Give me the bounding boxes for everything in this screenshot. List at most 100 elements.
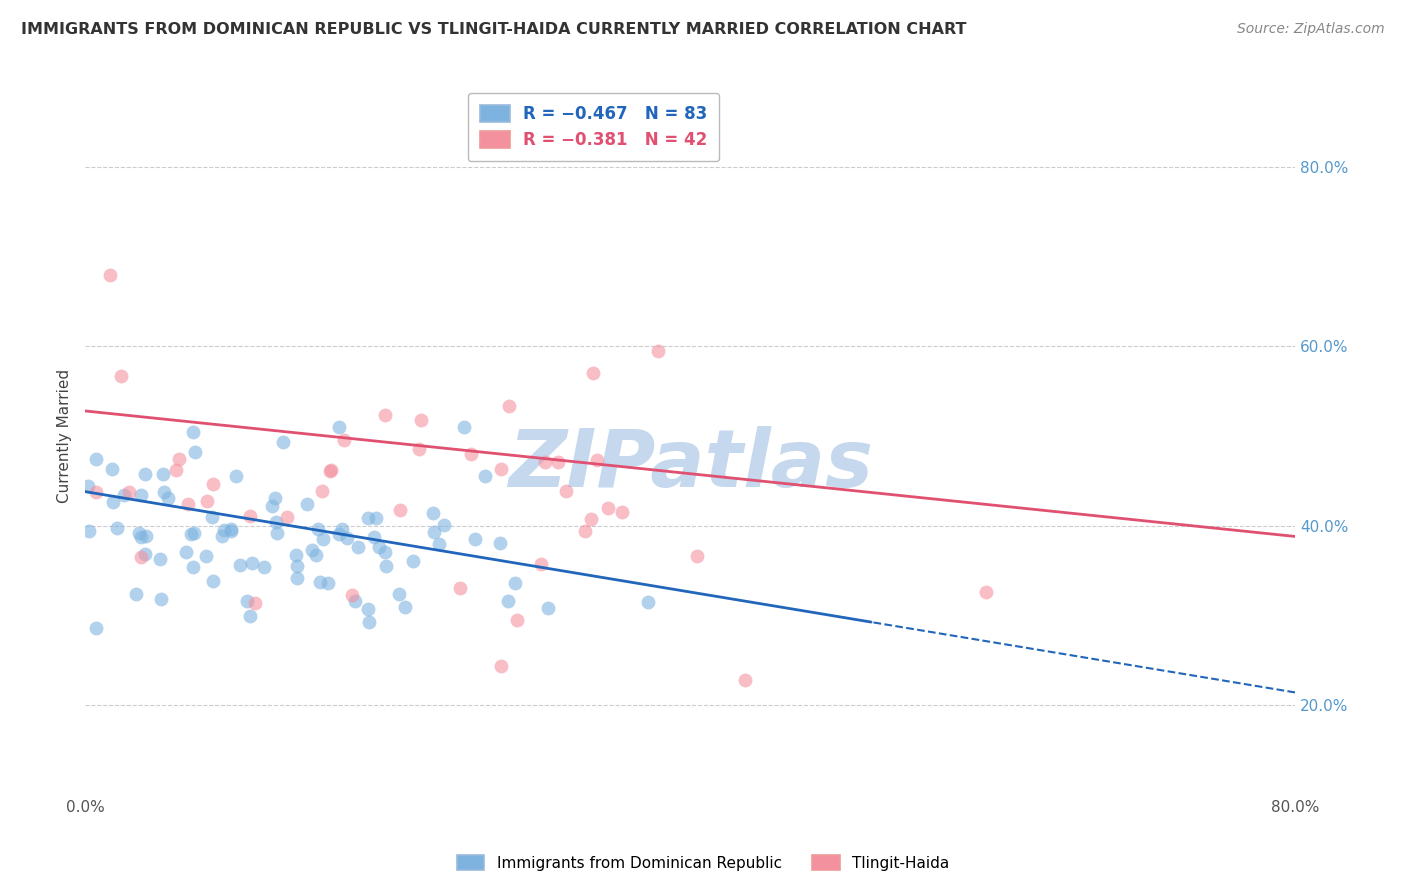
Point [308,574,330,589]
Point [243,596,266,610]
Point [330,522,353,536]
Point [308,522,330,536]
Point [402,554,425,568]
Point [228,558,250,572]
Point [637,595,659,609]
Point [129,550,152,565]
Point [686,549,709,563]
Point [582,366,605,380]
Point [409,413,432,427]
Point [211,528,233,542]
Point [319,463,342,477]
Text: ZIPatlas: ZIPatlas [508,425,873,504]
Point [125,587,148,601]
Point [364,510,387,524]
Point [264,515,287,529]
Point [374,545,396,559]
Point [221,524,243,538]
Point [328,527,350,541]
Point [98,268,121,283]
Point [422,506,444,520]
Point [647,343,669,358]
Point [179,527,201,541]
Text: IMMIGRANTS FROM DOMINICAN REPUBLIC VS TLINGIT-HAIDA CURRENTLY MARRIED CORRELATIO: IMMIGRANTS FROM DOMINICAN REPUBLIC VS TL… [21,22,966,37]
Point [101,462,124,476]
Point [530,558,553,572]
Point [110,368,132,383]
Point [297,497,319,511]
Point [394,599,416,614]
Point [305,548,328,562]
Point [344,594,367,608]
Point [498,400,520,414]
Point [505,575,527,590]
Point [368,540,391,554]
Point [427,537,450,551]
Point [240,556,263,570]
Point [183,560,205,574]
Y-axis label: Currently Married: Currently Married [58,369,72,503]
Point [183,526,205,541]
Point [135,529,157,543]
Point [181,425,204,440]
Point [219,522,242,536]
Point [586,452,609,467]
Point [432,518,454,533]
Point [449,581,471,595]
Point [596,501,619,516]
Point [84,621,107,635]
Point [333,434,356,448]
Point [328,419,350,434]
Point [165,463,187,477]
Point [112,488,135,502]
Point [157,491,180,505]
Point [152,467,174,482]
Point [134,467,156,482]
Point [491,659,513,673]
Point [533,454,555,468]
Point [177,497,200,511]
Point [547,455,569,469]
Point [312,533,335,547]
Point [194,549,217,563]
Point [496,593,519,607]
Point [374,559,396,574]
Point [225,468,247,483]
Point [77,479,100,493]
Point [574,524,596,538]
Point [266,526,288,541]
Point [149,552,172,566]
Point [537,600,560,615]
Point [84,485,107,500]
Point [86,451,108,466]
Point [389,503,412,517]
Point [174,545,197,559]
Point [319,464,342,478]
Point [340,588,363,602]
Point [357,601,380,615]
Point [167,452,190,467]
Point [152,484,174,499]
Point [374,408,396,422]
Point [184,445,207,459]
Point [129,488,152,502]
Point [276,510,298,524]
Point [488,536,510,550]
Point [212,523,235,537]
Point [423,524,446,539]
Point [363,530,385,544]
Point [101,495,124,509]
Point [489,461,512,475]
Point [263,491,285,505]
Point [195,494,218,508]
Point [202,476,225,491]
Point [285,571,308,585]
Point [201,509,224,524]
Point [134,547,156,561]
Point [408,442,430,457]
Point [236,594,259,608]
Point [128,525,150,540]
Point [285,548,308,562]
Text: Source: ZipAtlas.com: Source: ZipAtlas.com [1237,22,1385,37]
Point [150,592,173,607]
